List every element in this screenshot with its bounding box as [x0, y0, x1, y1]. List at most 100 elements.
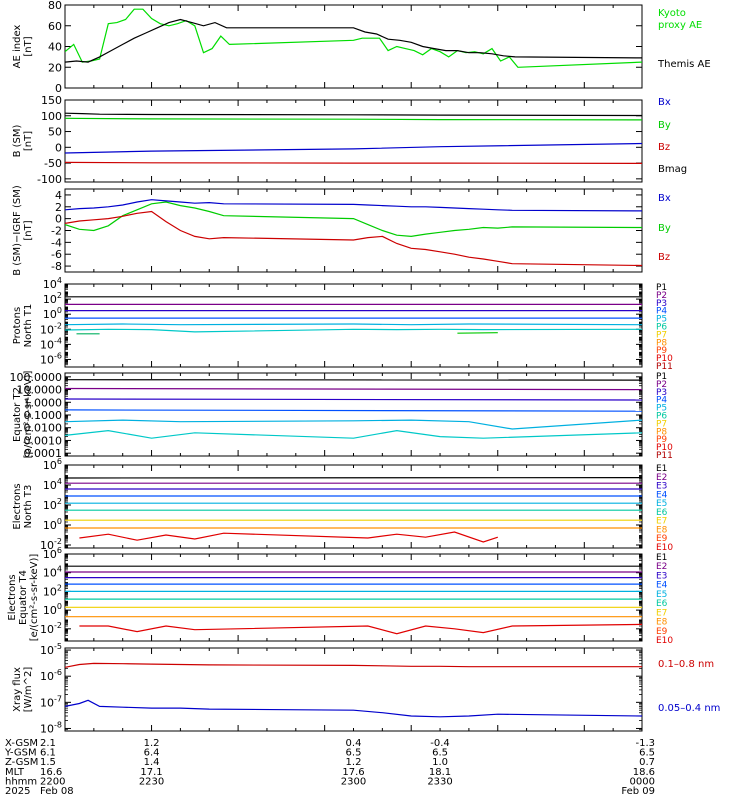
y-tick-label: 100 [43, 306, 62, 321]
y-tick-label: 10-2 [40, 321, 62, 336]
y-axis-label: [nT] [23, 131, 34, 151]
y-tick-label: 100 [43, 602, 62, 617]
x-tick-label: 1.2 [346, 757, 362, 768]
legend-entry: By [658, 120, 671, 131]
series-line-p6 [65, 328, 642, 333]
y-axis-label: North T3 [23, 485, 34, 529]
series-group [65, 112, 642, 164]
legend-entry: P1 [656, 283, 667, 293]
legend-entry: P6 [656, 412, 667, 422]
x-tick-label: 2300 [341, 776, 366, 787]
x-row-label: Y-GSM [4, 748, 37, 759]
series-line-bx [65, 142, 642, 154]
legend-entry: P9 [656, 435, 667, 445]
y-tick-label: 1.0000 [24, 396, 63, 409]
legend-entry: Bx [658, 193, 671, 204]
y-tick-label: -50 [44, 157, 62, 170]
legend-entry: Bmag [658, 164, 687, 175]
series-group [65, 565, 642, 635]
y-tick-label: 0 [55, 141, 62, 154]
y-tick-label: 10-6 [40, 668, 62, 683]
legend-entry: P6 [656, 323, 667, 333]
legend-entry: P3 [656, 388, 667, 398]
y-axis-label: Equator T4 [18, 570, 29, 625]
y-tick-label: 10-2 [40, 621, 62, 636]
y-tick-label: 104 [43, 276, 62, 291]
y-tick-label: 0.0010 [24, 434, 63, 447]
y-axis-label: North T1 [23, 304, 34, 348]
series-line-e9 [79, 531, 498, 543]
x-row-label: X-GSM [5, 738, 38, 749]
y-tick-label: -100 [37, 173, 62, 186]
y-axis-label: Electrons [12, 483, 23, 529]
series-group [65, 8, 642, 68]
panel-frame [64, 553, 643, 642]
legend-entry: P7 [656, 330, 667, 340]
x-tick-label: 1.5 [40, 757, 56, 768]
panel-bsm: 150 100 50 0 -50 -100 B (SM) [nT] Bx By Bz Bmag [12, 94, 687, 186]
y-tick-label: 10-6 [40, 351, 62, 366]
legend-entry: E4 [656, 581, 668, 591]
panel-frame [64, 188, 643, 273]
legend-entry: P5 [656, 315, 667, 325]
legend-entry: P8 [656, 427, 667, 437]
series-line-bz [65, 210, 642, 267]
x-tick-label: 18.6 [633, 767, 655, 778]
x-tick-label: 0.4 [346, 738, 362, 749]
legend-entry: Bz [658, 252, 670, 263]
y-axis-label: [W/m^2] [23, 667, 34, 713]
y-tick-label: 10-5 [40, 642, 62, 657]
series-line-by [65, 117, 642, 121]
x-tick-label: 2200 [40, 776, 65, 787]
legend-entry: P5 [656, 404, 667, 414]
legend-entry: E1 [656, 553, 667, 563]
y-tick-label: -4 [51, 236, 62, 249]
y-tick-label: 10-2 [40, 537, 62, 552]
legend-entry: E10 [656, 636, 673, 646]
x-tick-label: 1.2 [144, 738, 160, 749]
x-tick-label: 6.5 [639, 748, 655, 759]
series-group [65, 379, 642, 439]
panel-electrons-equator: 106 104 102 100 10-2 Electrons Equator T4 [e/(c… [7, 546, 673, 646]
y-tick-label: -2 [51, 225, 62, 238]
legend-entry: P2 [656, 291, 667, 301]
x-row-label: hhmm [5, 776, 37, 787]
legend-entry: E10 [656, 543, 673, 553]
y-tick-label: 2 [55, 201, 62, 214]
series-line-bmag [65, 112, 642, 117]
legend-entry: 0.1–0.8 nm [658, 659, 714, 670]
series-line-p8 [457, 332, 498, 334]
series-line-p4 [65, 409, 642, 412]
legend-entry: P8 [656, 338, 667, 348]
x-tick-label: 6.5 [432, 748, 448, 759]
y-tick-label: 102 [43, 291, 62, 306]
y-axis-label: Protons [12, 307, 23, 344]
y-tick-label: -6 [51, 248, 62, 261]
x-tick-label: Feb 09 [621, 786, 655, 797]
series-group [65, 477, 642, 543]
series-line-by [65, 201, 642, 238]
y-tick-label: 100 [43, 517, 62, 532]
x-tick-label: 17.6 [342, 767, 364, 778]
series-line-p3 [65, 398, 642, 401]
legend-entry: E7 [656, 517, 667, 527]
y-axis-label: [p/(cm²-s-sr-keV)] [23, 371, 34, 459]
x-tick-label: 2.1 [40, 738, 56, 749]
legend-entry: Bz [658, 142, 670, 153]
x-tick-label: 1.4 [144, 757, 160, 768]
x-tick-label: 0000 [630, 776, 655, 787]
x-row-label: Z-GSM [5, 757, 38, 768]
y-axis-label: B (SM)−IGRF (SM) [12, 185, 23, 276]
legend-entry: E5 [656, 499, 667, 509]
y-tick-label: 10-7 [40, 694, 62, 709]
series-line-0-05-0-4-nm [65, 699, 642, 718]
y-tick-label: -8 [51, 260, 62, 273]
legend-entry: E6 [656, 508, 668, 518]
x-tick-label: 6.1 [40, 748, 56, 759]
legend-entry: Themis AE [657, 59, 711, 70]
x-tick-label: -1.3 [635, 738, 655, 749]
y-tick-label: 0 [55, 82, 62, 95]
